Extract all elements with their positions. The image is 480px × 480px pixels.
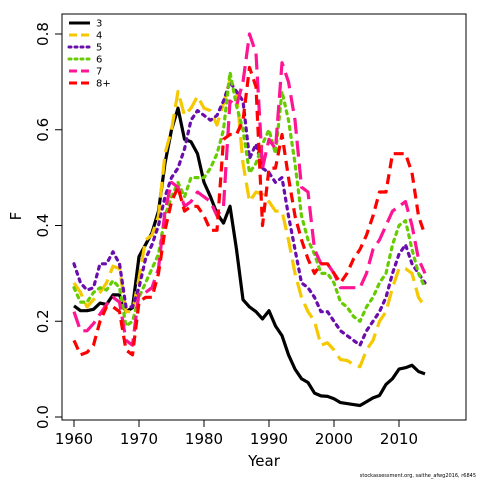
- legend-label-1: 3: [96, 19, 102, 30]
- series-line-6: [72, 65, 427, 357]
- y-tick-label-2: 0.4: [34, 214, 52, 238]
- legend-label-4: 6: [96, 55, 102, 66]
- legend-label-6: 8+: [96, 79, 111, 90]
- y-axis-title: F: [7, 212, 25, 221]
- y-tick-label-3: 0.6: [34, 118, 52, 142]
- plot-lines: [72, 32, 427, 408]
- legend-label-3: 5: [96, 43, 102, 54]
- y-tick-label-0: 0.0: [34, 405, 52, 429]
- legend-label-5: 7: [96, 67, 102, 78]
- x-tick-label-2010: 2010: [380, 430, 418, 448]
- y-tick-label-4: 0.8: [34, 22, 52, 46]
- x-axis-title: Year: [247, 452, 281, 470]
- x-tick-label-1960: 1960: [55, 430, 93, 448]
- x-tick-label-1970: 1970: [120, 430, 158, 448]
- y-axis: 0.0 0.2 0.4 0.6 0.8: [34, 22, 62, 429]
- series-line-3: [72, 80, 427, 347]
- x-tick-label-2000: 2000: [315, 430, 353, 448]
- x-tick-label-1990: 1990: [250, 430, 288, 448]
- caption: stockassessment.org, saithe_afwg2016, r6…: [360, 473, 476, 479]
- plot-frame: [61, 13, 467, 421]
- y-tick-label-1: 0.2: [34, 309, 52, 333]
- x-axis: 1960 1970 1980 1990 2000 2010: [55, 420, 418, 448]
- legend-label-2: 4: [96, 31, 102, 42]
- x-tick-label-1980: 1980: [185, 430, 223, 448]
- series-line-4: [72, 70, 427, 328]
